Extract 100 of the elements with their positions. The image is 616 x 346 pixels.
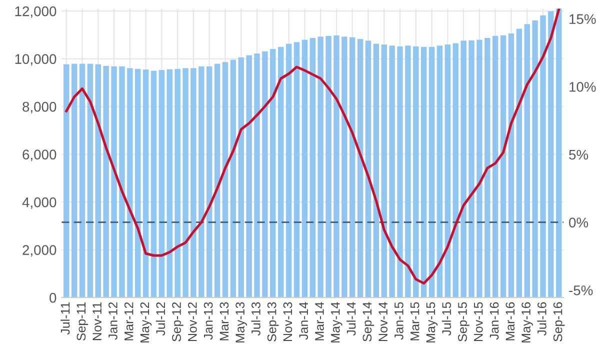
x-tick-label: Mar-13 (220, 302, 229, 340)
x-tick-label: Sep-11 (76, 302, 88, 341)
x-tick-label: Jan-13 (204, 302, 213, 340)
bar (95, 64, 101, 298)
bar (222, 62, 228, 298)
x-tick-label: Jan-16 (490, 302, 499, 340)
bar (198, 66, 204, 298)
y-tick-label: 2,000 (22, 245, 56, 257)
y-tick-label: 8,000 (22, 102, 56, 114)
bar (381, 44, 387, 298)
y-tick-label: 10,000 (15, 54, 56, 66)
x-tick-label: Jul-12 (156, 302, 166, 336)
bar (166, 69, 172, 298)
bar (103, 66, 109, 298)
bar (326, 36, 332, 298)
x-tick-label: Sep-13 (267, 302, 279, 342)
y-tick-label: 0 (50, 292, 56, 303)
x-tick-label: Mar-12 (124, 302, 134, 340)
x-tick-label: Jan-15 (394, 302, 404, 340)
bar (548, 11, 554, 298)
bar (492, 36, 498, 298)
bar (365, 40, 372, 298)
bar (214, 64, 220, 298)
x-tick-label: Jul-13 (251, 302, 260, 336)
bar (444, 44, 451, 298)
x-tick-label: Jul-11 (60, 302, 70, 335)
bar (142, 70, 149, 298)
y2-tick-label: 10% (570, 82, 596, 92)
x-tick-label: Jan-12 (108, 302, 118, 340)
x-tick-label: Jan-14 (299, 302, 308, 340)
bar (532, 20, 538, 298)
bar (452, 43, 458, 298)
x-tick-label: Sep-12 (172, 302, 184, 342)
bar (238, 57, 244, 298)
x-tick-label: Nov-14 (378, 302, 388, 341)
x-tick-label: Jul-15 (442, 302, 452, 336)
bar (500, 35, 506, 298)
bar (556, 8, 562, 298)
y2-tick-label: 15% (570, 14, 596, 24)
bar (318, 36, 324, 298)
bar (310, 38, 316, 298)
bar (190, 68, 196, 298)
bar (524, 24, 530, 298)
x-tick-label: Mar-15 (410, 302, 420, 340)
x-tick-label: Sep-16 (553, 302, 565, 342)
bar (135, 68, 141, 298)
x-tick-label: Jul-14 (346, 302, 356, 336)
y2-tick-label: 0% (569, 218, 588, 228)
bar (286, 44, 292, 298)
bar (349, 37, 356, 298)
bar (342, 36, 348, 298)
y2-tick-label: -5% (569, 285, 593, 296)
y-tick-label: 12,000 (15, 6, 56, 18)
bar (508, 33, 514, 298)
x-tick-label: May-12 (140, 302, 152, 342)
y2-tick-label: 5% (569, 150, 588, 160)
bar (174, 68, 180, 298)
bar (373, 44, 380, 298)
bar (262, 51, 268, 298)
bar (206, 66, 212, 298)
x-tick-label: May-16 (522, 302, 533, 342)
bar (150, 70, 157, 298)
bar (87, 64, 94, 298)
bar (246, 55, 252, 298)
x-tick-label: Jul-16 (537, 302, 546, 336)
bar (230, 60, 236, 298)
x-tick-label: Mar-14 (315, 302, 324, 340)
bar (460, 40, 466, 298)
x-tick-label: Sep-14 (362, 302, 374, 342)
bar (254, 54, 260, 298)
bar (79, 64, 86, 298)
bar (182, 68, 188, 298)
bar (64, 64, 70, 298)
bar (71, 64, 78, 298)
bar (420, 46, 427, 298)
bar (119, 66, 125, 298)
bar (405, 46, 411, 298)
x-tick-label: May-14 (331, 302, 342, 342)
line-series (65, 8, 560, 285)
bar (516, 28, 522, 298)
x-tick-label: May-13 (236, 302, 247, 342)
bar (436, 46, 443, 298)
bar (302, 40, 308, 298)
bar (127, 68, 133, 298)
x-tick-label: Sep-15 (458, 302, 470, 342)
y-tick-label: 4,000 (22, 197, 56, 209)
bar (484, 38, 490, 298)
bar (476, 40, 482, 298)
x-tick-label: Nov-15 (474, 302, 483, 341)
bar (294, 42, 300, 298)
x-tick-label: Nov-12 (188, 302, 197, 341)
bar (334, 35, 340, 298)
x-tick-label: Nov-11 (92, 302, 102, 340)
y-tick-label: 6,000 (22, 150, 56, 162)
bar (389, 46, 395, 298)
bar (413, 46, 419, 298)
bar (111, 66, 117, 298)
bar (428, 46, 435, 298)
bar (278, 46, 284, 298)
bar (540, 15, 546, 298)
